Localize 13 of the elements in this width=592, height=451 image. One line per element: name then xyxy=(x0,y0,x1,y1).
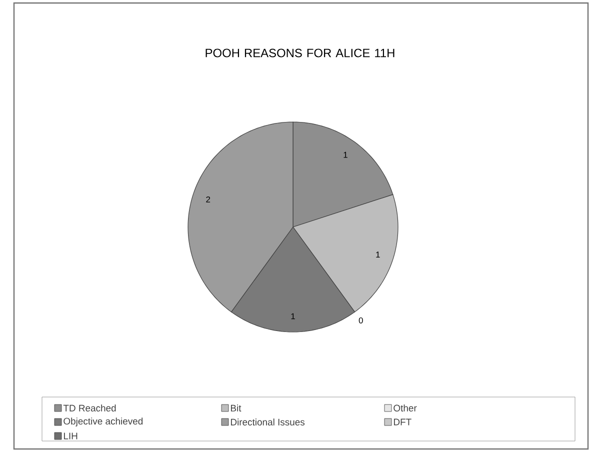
legend-label: Other xyxy=(394,404,417,412)
data-label: 1 xyxy=(291,313,295,320)
chart-title: POOH REASONS FOR ALICE 11H xyxy=(206,48,394,58)
legend-label: TD Reached xyxy=(63,404,116,412)
text: 0 xyxy=(358,317,363,324)
data-label: 1 xyxy=(376,252,380,258)
data-label: 2 xyxy=(206,196,210,202)
data-label: 1 xyxy=(344,152,348,158)
legend-label: Directional Issues xyxy=(230,418,305,426)
legend-label: Objective achieved xyxy=(64,418,143,426)
legend-label: LIH xyxy=(64,432,78,440)
legend-label: DFT xyxy=(394,418,412,426)
legend-label: Bit xyxy=(230,404,242,412)
